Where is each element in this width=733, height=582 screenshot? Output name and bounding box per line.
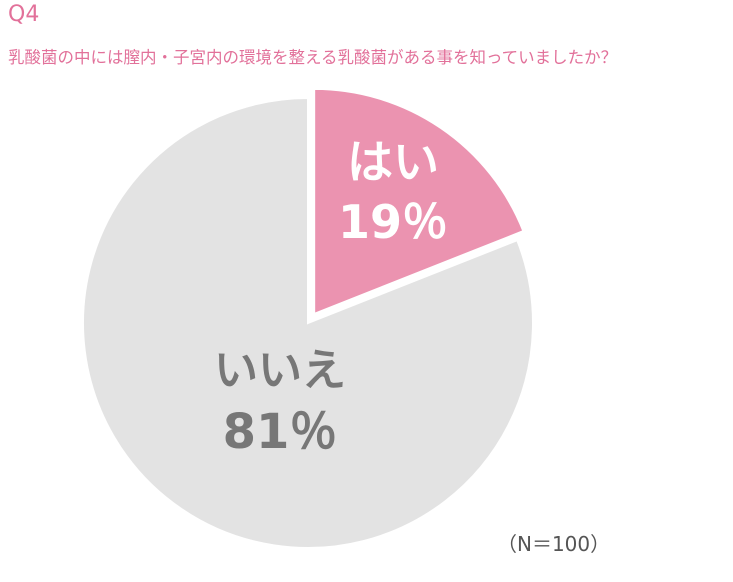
slice-value-yes: 19％ <box>338 195 448 249</box>
slice-value-no: 81％ <box>223 404 338 460</box>
question-text: 乳酸菌の中には膣内・子宮内の環境を整える乳酸菌がある事を知っていましたか？ <box>8 48 618 67</box>
sample-size-note: （N＝100） <box>497 532 611 556</box>
pie-slice-yes <box>313 87 525 316</box>
slice-label-no: いいえ <box>214 345 346 396</box>
pie-slice-no <box>82 96 534 549</box>
question-number: Q4 <box>8 2 40 27</box>
slice-label-yes: はい <box>347 135 439 189</box>
